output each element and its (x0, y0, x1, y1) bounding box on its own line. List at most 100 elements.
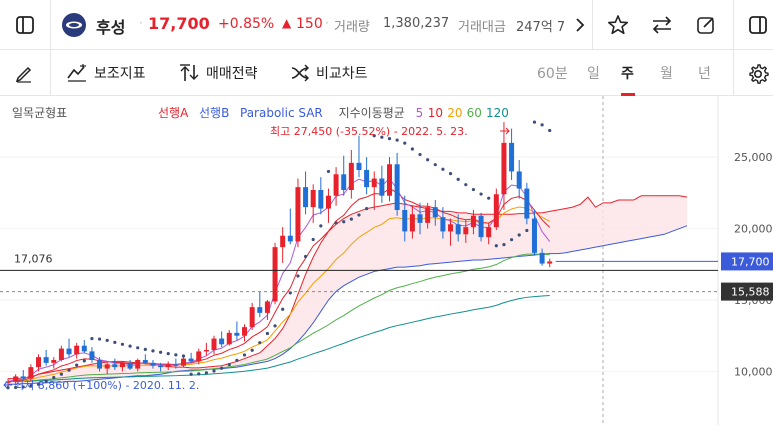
sar-dot (44, 379, 48, 383)
sar-dot (517, 233, 521, 237)
candle-body (81, 345, 87, 352)
sar-dot (67, 368, 71, 372)
candle-body (211, 338, 217, 350)
sar-dot (75, 363, 79, 367)
candle (547, 258, 553, 268)
candle (280, 227, 286, 263)
candle (196, 348, 202, 365)
sar-dot (143, 347, 147, 351)
candle-body (493, 194, 499, 228)
sar-dot (372, 134, 376, 138)
candle-body (310, 190, 316, 208)
candle (36, 354, 42, 372)
candle (249, 302, 255, 330)
candle-body (104, 364, 110, 369)
chart-title: 일목균형표 (12, 106, 67, 120)
sar-dot (464, 183, 468, 187)
candle (295, 178, 301, 248)
sar-dot (212, 369, 216, 373)
header-bar: 후성 · 17,700 +0.85% ▲ 150 · 거래량 1,380,237… (0, 0, 773, 50)
sar-dot (403, 141, 407, 145)
candle-body (180, 358, 186, 366)
swap-icon[interactable] (648, 13, 676, 37)
candle-body (280, 235, 286, 248)
candle (409, 205, 415, 239)
separator-dot: · (325, 16, 329, 30)
sar-dot (136, 346, 140, 350)
sar-dot (342, 220, 346, 224)
candle (539, 248, 545, 266)
compare-button[interactable]: 비교차트 (290, 63, 368, 83)
settings-gear-icon[interactable] (745, 62, 771, 86)
candle (371, 171, 377, 210)
legend-item: 선행B (199, 105, 229, 120)
candle-body (89, 351, 95, 360)
candle (173, 358, 179, 369)
high-annotation-arrowhead (505, 127, 510, 135)
sar-dot (6, 386, 10, 390)
period-day[interactable]: 일 (587, 66, 600, 82)
candle-body (325, 195, 331, 209)
candle-body (486, 227, 492, 238)
strategy-label: 매매전략 (206, 66, 258, 82)
candle-body (501, 142, 507, 195)
candle (440, 207, 446, 239)
indicator-button[interactable]: 보조지표 (66, 63, 146, 83)
candle-body (524, 188, 530, 219)
candle (394, 152, 400, 216)
candle-body (249, 307, 255, 328)
star-icon[interactable] (605, 13, 631, 37)
candle-body (516, 171, 522, 189)
candle-body (303, 187, 309, 208)
candle (43, 350, 49, 366)
pen-icon[interactable] (12, 62, 36, 84)
y-tick-label: 20,000 (734, 223, 773, 236)
candle (448, 218, 454, 246)
sar-dot (258, 341, 262, 345)
sar-dot (21, 385, 25, 389)
ichimoku-cloud (8, 195, 688, 385)
sar-dot (29, 384, 33, 388)
candle-body (478, 215, 484, 238)
chevron-right-icon[interactable] (573, 15, 587, 35)
candle-body (425, 207, 431, 223)
reference-line-label: 17,076 (14, 252, 53, 265)
dashed-level-tag-bg (721, 282, 773, 301)
candle-body (28, 367, 34, 379)
period-year[interactable]: 년 (698, 66, 711, 82)
stock-logo-icon (62, 13, 86, 37)
candle-body (470, 215, 476, 228)
period-60min[interactable]: 60분 (537, 66, 568, 82)
candle (13, 374, 19, 385)
candle-body (112, 364, 118, 368)
candle-body (219, 338, 225, 345)
candle-body (440, 217, 446, 232)
sidebar-toggle-icon[interactable] (12, 13, 38, 37)
candle-body (287, 235, 293, 242)
edit-icon[interactable] (693, 13, 719, 37)
strategy-button[interactable]: 매매전략 (178, 63, 258, 83)
chart-toolbar (0, 50, 773, 96)
period-month[interactable]: 월 (660, 66, 673, 82)
candle (226, 330, 232, 346)
candle-body (348, 162, 354, 190)
candle (463, 220, 469, 243)
candle-body (547, 261, 553, 264)
period-week[interactable]: 주 (621, 66, 634, 82)
low-annotation-arrowhead (3, 381, 8, 389)
candle (417, 202, 423, 235)
panel-toggle-icon[interactable] (745, 13, 771, 37)
candle (119, 361, 125, 372)
divider (592, 0, 593, 50)
candle (287, 208, 293, 245)
sar-dot (349, 217, 353, 221)
candle (81, 340, 87, 353)
sar-dot (426, 158, 430, 162)
sar-dot (448, 172, 453, 176)
candle (325, 188, 331, 223)
sar-dot (296, 274, 300, 278)
candle (501, 122, 507, 210)
candle-body (13, 376, 19, 382)
